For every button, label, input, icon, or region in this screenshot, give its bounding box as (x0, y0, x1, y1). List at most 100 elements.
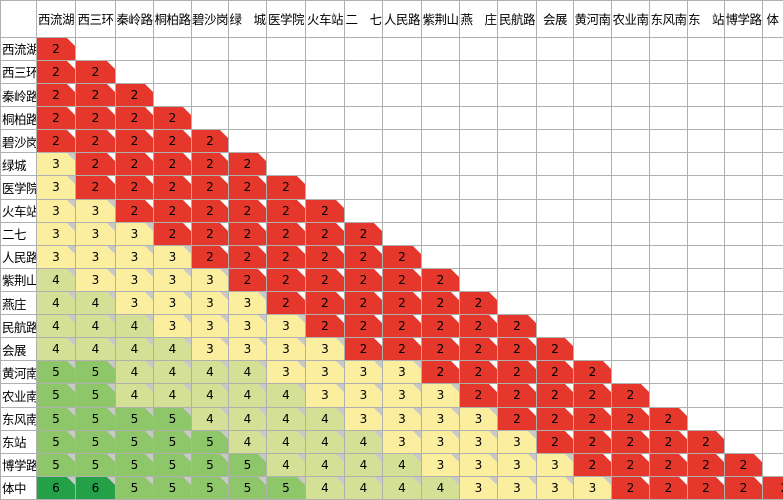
empty-cell (611, 152, 650, 177)
empty-cell (497, 152, 537, 177)
fare-cell: 2 (305, 314, 345, 339)
cell-marker-icon (220, 338, 228, 347)
fare-value: 2 (168, 157, 177, 172)
empty-cell (266, 129, 306, 154)
cell-marker-icon (220, 200, 228, 208)
fare-cell: 2 (421, 290, 460, 316)
column-header: 会展 (536, 0, 574, 38)
fare-value: 2 (436, 365, 445, 380)
cell-marker-icon (374, 269, 382, 277)
empty-cell (687, 175, 725, 200)
empty-cell (724, 129, 763, 154)
fare-cell: 3 (191, 337, 229, 362)
cell-marker-icon (565, 477, 573, 485)
empty-cell (724, 152, 763, 177)
empty-cell (611, 106, 650, 131)
fare-value: 4 (321, 457, 329, 472)
cell-marker-icon (258, 454, 266, 462)
fare-value: 6 (91, 480, 100, 495)
cell-marker-icon (67, 477, 75, 485)
cell-marker-icon (489, 338, 497, 347)
fare-value: 5 (168, 480, 177, 495)
cell-marker-icon (297, 246, 305, 254)
fare-value: 4 (130, 365, 139, 380)
empty-cell (421, 198, 460, 223)
fare-cell: 3 (497, 452, 537, 477)
fare-value: 5 (91, 388, 100, 403)
column-header: 绿 城 (228, 0, 267, 38)
empty-cell (497, 59, 537, 84)
empty-cell (305, 152, 345, 177)
fare-cell: 2 (459, 290, 498, 316)
cell-marker-icon (489, 315, 497, 324)
empty-cell (421, 106, 460, 131)
cell-marker-icon (565, 361, 573, 370)
cell-marker-icon (374, 431, 382, 439)
cell-marker-icon (67, 176, 75, 185)
fare-value: 4 (130, 319, 139, 334)
fare-value: 3 (398, 388, 406, 403)
fare-cell: 3 (536, 475, 574, 500)
row-header: 绿城 (0, 152, 37, 177)
fare-cell: 4 (305, 406, 345, 431)
column-header: 燕 庄 (459, 0, 498, 38)
fare-cell: 3 (75, 221, 116, 246)
cell-marker-icon (603, 408, 611, 416)
fare-value: 3 (206, 319, 214, 334)
cell-marker-icon (67, 431, 75, 439)
fare-value: 5 (91, 365, 100, 380)
fare-value: 2 (321, 319, 329, 334)
fare-value: 2 (626, 411, 635, 426)
cell-marker-icon (107, 130, 115, 139)
empty-cell (611, 360, 650, 385)
empty-cell (724, 106, 763, 131)
fare-value: 3 (513, 434, 521, 449)
empty-cell (497, 82, 537, 108)
empty-cell (724, 221, 763, 246)
empty-cell (153, 36, 192, 61)
empty-cell (762, 314, 783, 339)
fare-value: 2 (702, 434, 710, 449)
empty-cell (611, 59, 650, 84)
empty-cell (266, 106, 306, 131)
cell-marker-icon (67, 61, 75, 69)
fare-value: 2 (130, 111, 139, 126)
fare-value: 4 (52, 272, 60, 287)
cell-marker-icon (107, 338, 115, 347)
fare-value: 5 (282, 480, 290, 495)
fare-value: 2 (436, 296, 445, 311)
empty-cell (687, 59, 725, 84)
empty-cell (459, 106, 498, 131)
table-row: 西流湖 2 (0, 36, 783, 61)
fare-value: 4 (243, 434, 252, 449)
empty-cell (724, 383, 763, 408)
fare-cell: 2 (191, 221, 229, 246)
table-row: 燕庄 4 4 3 3 3 3 2 2 2 2 2 2 (0, 290, 783, 316)
fare-value: 3 (206, 342, 214, 357)
header-row: 西流湖 西三环 秦岭路 桐柏路 碧沙岗绿 城医学院 火车站二 七人民路 紫荆山燕 庄民航路会… (0, 0, 783, 38)
empty-cell (687, 129, 725, 154)
empty-cell (762, 290, 783, 316)
fare-value: 2 (398, 272, 406, 287)
cell-marker-icon (220, 477, 228, 485)
empty-cell (649, 152, 688, 177)
fare-value: 4 (359, 434, 368, 449)
fare-cell: 2 (36, 82, 76, 108)
cell-marker-icon (258, 315, 266, 324)
fare-value: 5 (206, 480, 214, 495)
column-header: 东风南 (649, 0, 688, 38)
column-header: 体 中 (762, 0, 783, 38)
cell-marker-icon (528, 408, 536, 416)
cell-marker-icon (67, 223, 75, 231)
cell-marker-icon (603, 454, 611, 462)
fare-cell: 2 (459, 314, 498, 339)
cell-marker-icon (107, 176, 115, 185)
cell-marker-icon (220, 454, 228, 462)
fare-value: 2 (398, 319, 406, 334)
fare-value: 2 (91, 134, 100, 149)
column-header: 紫荆山 (421, 0, 460, 38)
fare-cell: 2 (75, 59, 116, 84)
empty-cell (649, 337, 688, 362)
fare-cell: 4 (344, 475, 383, 500)
fare-cell: 4 (115, 314, 154, 339)
